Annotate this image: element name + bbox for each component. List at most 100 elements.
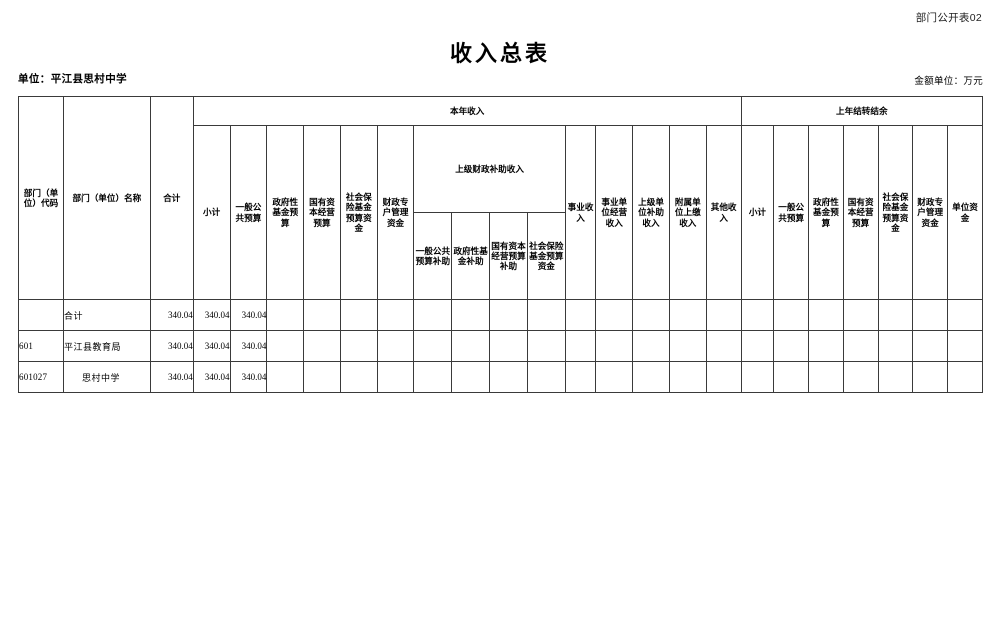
cell-dept-code: 601027	[18, 361, 64, 393]
cell-py-social-insurance-fund	[877, 299, 914, 331]
col-header-cy-subtotal: 小计	[192, 125, 231, 300]
cell-cy-state-capital-budget	[303, 299, 341, 331]
cell-py-unit-fund	[947, 330, 983, 362]
cell-py-general-public-budget	[773, 299, 810, 331]
cell-sfs-social-insurance-fund	[526, 361, 566, 393]
cell-cy-subordinate-unit-payment	[668, 299, 707, 331]
cell-cy-fiscal-special-account	[376, 361, 415, 393]
cell-sfs-gov-fund-subsidy	[451, 330, 491, 362]
cell-cy-other-income	[705, 361, 742, 393]
col-header-py-fiscal-special-account: 财政专户管理资金	[912, 125, 949, 300]
cell-sfs-state-capital-budget-subsidy	[489, 330, 528, 362]
col-header-sfs-social-insurance-fund: 社会保险基金预算资金	[526, 212, 566, 300]
cell-total: 340.04	[149, 361, 194, 393]
cell-dept-name: 思村中学	[62, 361, 151, 393]
cell-py-state-capital-budget	[842, 299, 879, 331]
cell-cy-superior-unit-subsidy	[632, 299, 670, 331]
cell-py-state-capital-budget	[842, 361, 879, 393]
col-header-cy-operating-income: 事业收入	[564, 125, 597, 300]
cell-dept-code: 601	[18, 330, 64, 362]
col-header-total: 合计	[149, 96, 194, 300]
meta-row: 单位：平江县思村中学 金额单位：万元	[18, 71, 983, 87]
table-header: 部门（单位）代码 部门（单位）名称 合计 本年收入 上年结转结余 小计 一般公共…	[18, 96, 984, 300]
cell-py-unit-fund	[947, 299, 983, 331]
cell-cy-business-operation-income	[595, 361, 634, 393]
header-row-subgroup: 小计 一般公共预算 政府性基金预算 国有资本经营预算 社会保险基金预算资金 财政…	[19, 125, 983, 300]
cell-cy-business-operation-income	[595, 299, 634, 331]
cell-cy-subordinate-unit-payment	[668, 361, 707, 393]
cell-py-unit-fund	[947, 361, 983, 393]
col-header-cy-subordinate-unit-payment: 附属单位上缴收入	[668, 125, 707, 300]
cell-cy-social-insurance-fund	[339, 330, 378, 362]
cell-cy-operating-income	[564, 299, 597, 331]
col-header-cy-superior-unit-subsidy: 上级单位补助收入	[632, 125, 670, 300]
cell-dept-name: 合计	[62, 299, 151, 331]
cell-cy-general-public-budget: 340.04	[229, 299, 268, 331]
cell-cy-social-insurance-fund	[339, 299, 378, 331]
cell-cy-superior-unit-subsidy	[632, 330, 670, 362]
cell-sfs-state-capital-budget-subsidy	[489, 361, 528, 393]
cell-cy-subordinate-unit-payment	[668, 330, 707, 362]
cell-cy-subtotal: 340.04	[192, 299, 231, 331]
cell-cy-gov-fund-budget	[266, 330, 305, 362]
cell-cy-subtotal: 340.04	[192, 330, 231, 362]
cell-py-gov-fund-budget	[808, 330, 844, 362]
cell-sfs-state-capital-budget-subsidy	[489, 299, 528, 331]
cell-py-social-insurance-fund	[877, 330, 914, 362]
cell-cy-gov-fund-budget	[266, 361, 305, 393]
cell-sfs-general-public-budget-subsidy	[413, 299, 453, 331]
cell-py-subtotal	[740, 330, 775, 362]
income-summary-table: 部门（单位）代码 部门（单位）名称 合计 本年收入 上年结转结余 小计 一般公共…	[18, 96, 984, 393]
cell-py-subtotal	[740, 361, 775, 393]
col-header-cy-other-income: 其他收入	[705, 125, 742, 300]
col-header-sfs-general-public-budget-subsidy: 一般公共预算补助	[413, 212, 453, 300]
cell-cy-general-public-budget: 340.04	[229, 330, 268, 362]
table-row: 合计 340.04 340.04 340.04	[18, 299, 983, 331]
col-header-sfs-state-capital-budget-subsidy: 国有资本经营预算补助	[489, 212, 528, 300]
header-row-group: 部门（单位）代码 部门（单位）名称 合计 本年收入 上年结转结余	[18, 96, 984, 300]
cell-cy-operating-income	[564, 330, 597, 362]
col-header-py-unit-fund: 单位资金	[947, 125, 983, 300]
col-header-dept-name: 部门（单位）名称	[62, 96, 151, 300]
cell-py-general-public-budget	[773, 330, 810, 362]
col-header-sfs-gov-fund-subsidy: 政府性基金补助	[451, 212, 491, 300]
subgroup-header-superior-fiscal-subsidy: 上级财政补助收入	[413, 125, 566, 213]
cell-cy-fiscal-special-account	[376, 330, 415, 362]
col-header-cy-business-operation-income: 事业单位经营收入	[595, 125, 634, 300]
cell-sfs-gov-fund-subsidy	[451, 299, 491, 331]
unit-label: 单位：平江县思村中学	[18, 73, 127, 85]
header-row-leaf: 一般公共预算补助 政府性基金补助 国有资本经营预算补助 社会保险基金预算资金	[19, 212, 983, 300]
col-header-py-social-insurance-fund: 社会保险基金预算资金	[877, 125, 914, 300]
cell-py-subtotal	[740, 299, 775, 331]
col-header-cy-fiscal-special-account: 财政专户管理资金	[376, 125, 415, 300]
cell-py-fiscal-special-account	[912, 361, 949, 393]
table-row: 601027 思村中学 340.04 340.04 340.04	[18, 361, 983, 393]
form-code-label: 部门公开表02	[915, 12, 982, 24]
cell-sfs-social-insurance-fund	[526, 330, 566, 362]
cell-py-general-public-budget	[773, 361, 810, 393]
cell-py-gov-fund-budget	[808, 361, 844, 393]
cell-sfs-general-public-budget-subsidy	[413, 361, 453, 393]
col-header-cy-social-insurance-fund: 社会保险基金预算资金	[339, 125, 378, 300]
cell-cy-fiscal-special-account	[376, 299, 415, 331]
col-header-py-state-capital-budget: 国有资本经营预算	[842, 125, 879, 300]
col-header-py-general-public-budget: 一般公共预算	[773, 125, 810, 300]
col-header-cy-general-public-budget: 一般公共预算	[229, 125, 268, 300]
group-header-prior-year-carryover: 上年结转结余	[740, 96, 984, 126]
table-row: 601 平江县教育局 340.04 340.04 340.04	[18, 330, 983, 362]
cell-cy-social-insurance-fund	[339, 361, 378, 393]
cell-cy-general-public-budget: 340.04	[229, 361, 268, 393]
cell-dept-name: 平江县教育局	[62, 330, 151, 362]
amount-unit-label: 金额单位：万元	[914, 76, 983, 87]
col-header-cy-state-capital-budget: 国有资本经营预算	[303, 125, 341, 300]
cell-sfs-general-public-budget-subsidy	[413, 330, 453, 362]
cell-total: 340.04	[149, 330, 194, 362]
cell-sfs-social-insurance-fund	[526, 299, 566, 331]
page-title: 收入总表	[449, 41, 550, 66]
cell-py-state-capital-budget	[842, 330, 879, 362]
cell-cy-subtotal: 340.04	[192, 361, 231, 393]
cell-py-fiscal-special-account	[912, 330, 949, 362]
col-header-dept-code: 部门（单位）代码	[18, 96, 64, 300]
cell-dept-code	[18, 299, 64, 331]
